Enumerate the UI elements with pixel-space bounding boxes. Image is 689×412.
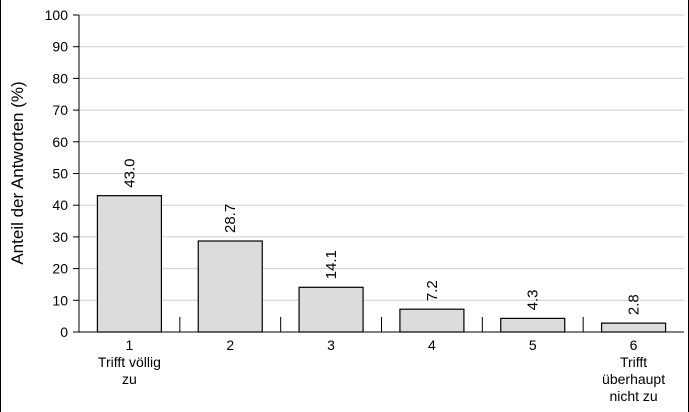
x-category-label: Trifft (620, 354, 647, 370)
x-category-label: zu (122, 371, 137, 387)
x-category-label: überhaupt (602, 371, 665, 387)
x-category-label: 4 (428, 337, 436, 353)
y-tick-label: 50 (52, 166, 68, 182)
y-tick-label: 30 (52, 229, 68, 245)
axes (73, 14, 684, 333)
data-label: 28.7 (222, 204, 239, 233)
bar (500, 317, 566, 333)
x-category-label: 5 (529, 337, 537, 353)
bar (399, 308, 465, 333)
y-tick-label: 20 (52, 261, 68, 277)
data-labels: 43.0 28.7 14.1 7.2 4.3 2.8 (121, 158, 642, 315)
data-label: 14.1 (323, 250, 340, 279)
y-tick-label: 60 (52, 134, 68, 150)
data-label: 43.0 (121, 158, 138, 187)
x-category-label: 2 (226, 337, 234, 353)
x-category-label: 1 (126, 337, 134, 353)
data-label: 4.3 (525, 290, 542, 311)
bar (298, 286, 364, 333)
y-tick-label: 100 (45, 7, 69, 23)
y-tick-label: 90 (52, 39, 68, 55)
bars (96, 195, 667, 333)
x-category-label: 3 (327, 337, 335, 353)
y-tick-label: 80 (52, 70, 68, 86)
y-axis-label: Anteil der Antworten (%) (8, 81, 27, 264)
y-tick-label: 10 (52, 292, 68, 308)
x-category-label: Trifft völlig (98, 354, 161, 370)
bar (96, 195, 163, 333)
bar (600, 322, 667, 333)
grid-lines (79, 14, 684, 301)
bar (197, 240, 263, 333)
y-tick-labels: 0 10 20 30 40 50 60 70 80 90 100 (45, 7, 69, 340)
data-label: 7.2 (424, 280, 441, 301)
y-tick-label: 40 (52, 197, 68, 213)
x-category-label: 6 (630, 337, 638, 353)
y-tick-label: 70 (52, 102, 68, 118)
x-category-label: nicht zu (609, 388, 657, 404)
y-tick-label: 0 (60, 324, 68, 340)
data-label: 2.8 (626, 294, 643, 315)
